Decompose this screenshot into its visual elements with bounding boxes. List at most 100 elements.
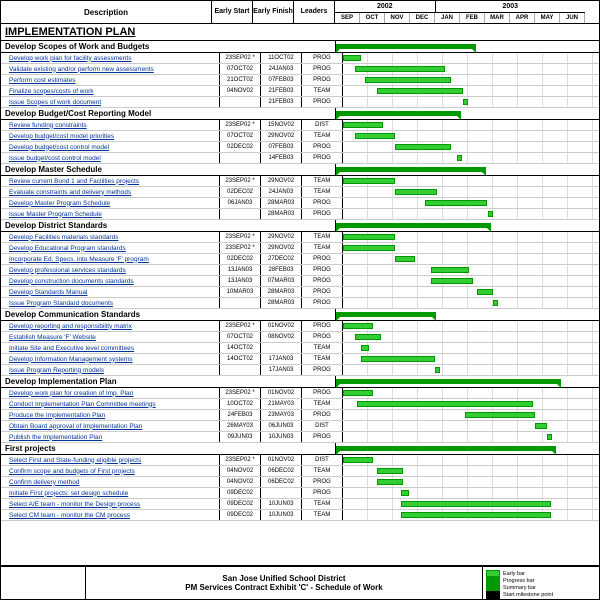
task-description[interactable]: Develop work plan for creation of Imp. P… (1, 388, 220, 398)
month-cell: SEP (335, 13, 360, 24)
month-cell: OCT (360, 13, 385, 24)
task-gantt (343, 187, 593, 197)
task-gantt (343, 488, 593, 498)
task-gantt (343, 499, 593, 509)
task-leader: PROG (302, 97, 343, 107)
gantt-body: Develop Scopes of Work and BudgetsDevelo… (1, 41, 599, 521)
task-row: Develop professional services standards1… (1, 265, 599, 276)
task-description[interactable]: Review current Bond 1 and Facilities pro… (1, 176, 220, 186)
task-finish: 21MAY03 (261, 399, 302, 409)
task-description[interactable]: Develop work plan for facility assessmen… (1, 53, 220, 63)
task-row: Issue Master Program Schedule28MAR03PROG (1, 209, 599, 220)
task-start (220, 365, 261, 375)
task-description[interactable]: Incorporate Ed. Specs. into Measure 'F' … (1, 254, 220, 264)
task-row: Develop Master Program Schedule06JAN0328… (1, 198, 599, 209)
task-gantt (343, 432, 593, 442)
section-gantt (335, 220, 586, 231)
task-description[interactable]: Produce the Implementation Plan (1, 410, 220, 420)
task-bar (343, 245, 395, 251)
task-bar (395, 256, 415, 262)
task-start: 07OCT02 (220, 332, 261, 342)
task-finish: 10JUN03 (261, 510, 302, 520)
task-finish: 08NOV02 (261, 332, 302, 342)
task-description[interactable]: Select A/E team - monitor the Design pro… (1, 499, 220, 509)
task-gantt (343, 276, 593, 286)
task-gantt (343, 120, 593, 130)
task-start: 13JAN03 (220, 276, 261, 286)
task-bar (343, 457, 373, 463)
task-gantt (343, 321, 593, 331)
plan-title: IMPLEMENTATION PLAN (1, 24, 599, 41)
task-description[interactable]: Develop reporting and responsibility mat… (1, 321, 220, 331)
task-start (220, 298, 261, 308)
legend-swatch (486, 591, 500, 598)
task-description[interactable]: Issue Scopes of work document (1, 97, 220, 107)
task-bar (435, 367, 440, 373)
task-description[interactable]: Confirm delivery method (1, 477, 220, 487)
task-row: Select First and State-funding eligible … (1, 455, 599, 466)
section-label: Develop Budget/Cost Reporting Model (1, 108, 335, 119)
task-gantt (343, 477, 593, 487)
month-cell: APR (510, 13, 535, 24)
summary-bar (336, 223, 491, 228)
month-cell: MAR (485, 13, 510, 24)
task-gantt (343, 410, 593, 420)
task-description[interactable]: Develop construction documents standards (1, 276, 220, 286)
task-description[interactable]: Publish the Implementation Plan (1, 432, 220, 442)
task-description[interactable]: Issue Master Program Schedule (1, 209, 220, 219)
summary-bar (336, 379, 561, 384)
task-finish: 11OCT02 (261, 53, 302, 63)
task-description[interactable]: Obtain Board approval of Implementation … (1, 421, 220, 431)
task-description[interactable]: Establish Measure 'F' Website (1, 332, 220, 342)
task-bar (488, 211, 493, 217)
task-description[interactable]: Develop budget/cost control model (1, 142, 220, 152)
task-description[interactable]: Confirm scope and budgets of First proje… (1, 466, 220, 476)
task-finish: 28MAR03 (261, 287, 302, 297)
task-gantt (343, 388, 593, 398)
summary-bar (336, 446, 556, 451)
task-description[interactable]: Select First and State-funding eligible … (1, 455, 220, 465)
task-leader: TEAM (302, 243, 343, 253)
task-description[interactable]: Initiate Site and Executive level commit… (1, 343, 220, 353)
task-leader: PROG (302, 209, 343, 219)
month-cell: FEB (460, 13, 485, 24)
task-description[interactable]: Issue budget/cost control model (1, 153, 220, 163)
task-bar (547, 434, 552, 440)
task-description[interactable]: Develop Facilities materials standards (1, 232, 220, 242)
task-bar (477, 289, 493, 295)
task-start: 09JUN03 (220, 432, 261, 442)
task-row: Confirm delivery method04NOV0206DEC02PRO… (1, 477, 599, 488)
task-description[interactable]: Review funding constraints (1, 120, 220, 130)
task-leader: TEAM (302, 343, 343, 353)
section-label: First projects (1, 443, 335, 454)
task-finish: 21FEB03 (261, 86, 302, 96)
task-description[interactable]: Develop budget/cost model priorities (1, 131, 220, 141)
task-description[interactable]: Develop Educational Program standards (1, 243, 220, 253)
task-description[interactable]: Develop Information Management systems (1, 354, 220, 364)
task-description[interactable]: Validate existing and/or perform new ass… (1, 64, 220, 74)
task-leader: PROG (302, 153, 343, 163)
task-description[interactable]: Develop Master Program Schedule (1, 198, 220, 208)
task-leader: PROG (302, 488, 343, 498)
task-description[interactable]: Conduct Implementation Plan Committee me… (1, 399, 220, 409)
task-row: Issue Scopes of work document21FEB03PROG (1, 97, 599, 108)
task-description[interactable]: Initiate First projects: set design sche… (1, 488, 220, 498)
task-description[interactable]: Develop professional services standards (1, 265, 220, 275)
task-row: Develop work plan for creation of Imp. P… (1, 388, 599, 399)
task-description[interactable]: Issue Program Standard documents (1, 298, 220, 308)
task-bar (457, 155, 462, 161)
task-bar (401, 490, 409, 496)
task-description[interactable]: Finalize scopes/costs of work (1, 86, 220, 96)
task-row: Develop Educational Program standards23S… (1, 243, 599, 254)
task-description[interactable]: Develop Standards Manual (1, 287, 220, 297)
task-description[interactable]: Evaluate constraints and delivery method… (1, 187, 220, 197)
task-description[interactable]: Perform cost estimates (1, 75, 220, 85)
task-finish: 07FEB03 (261, 142, 302, 152)
task-leader: PROG (302, 64, 343, 74)
task-finish: 29NOV02 (261, 243, 302, 253)
task-row: Issue Program Standard documents28MAR03P… (1, 298, 599, 309)
task-description[interactable]: Issue Program Reporting models (1, 365, 220, 375)
task-description[interactable]: Select CM team - monitor the CM process (1, 510, 220, 520)
task-bar (343, 55, 361, 61)
task-leader: DIST (302, 455, 343, 465)
